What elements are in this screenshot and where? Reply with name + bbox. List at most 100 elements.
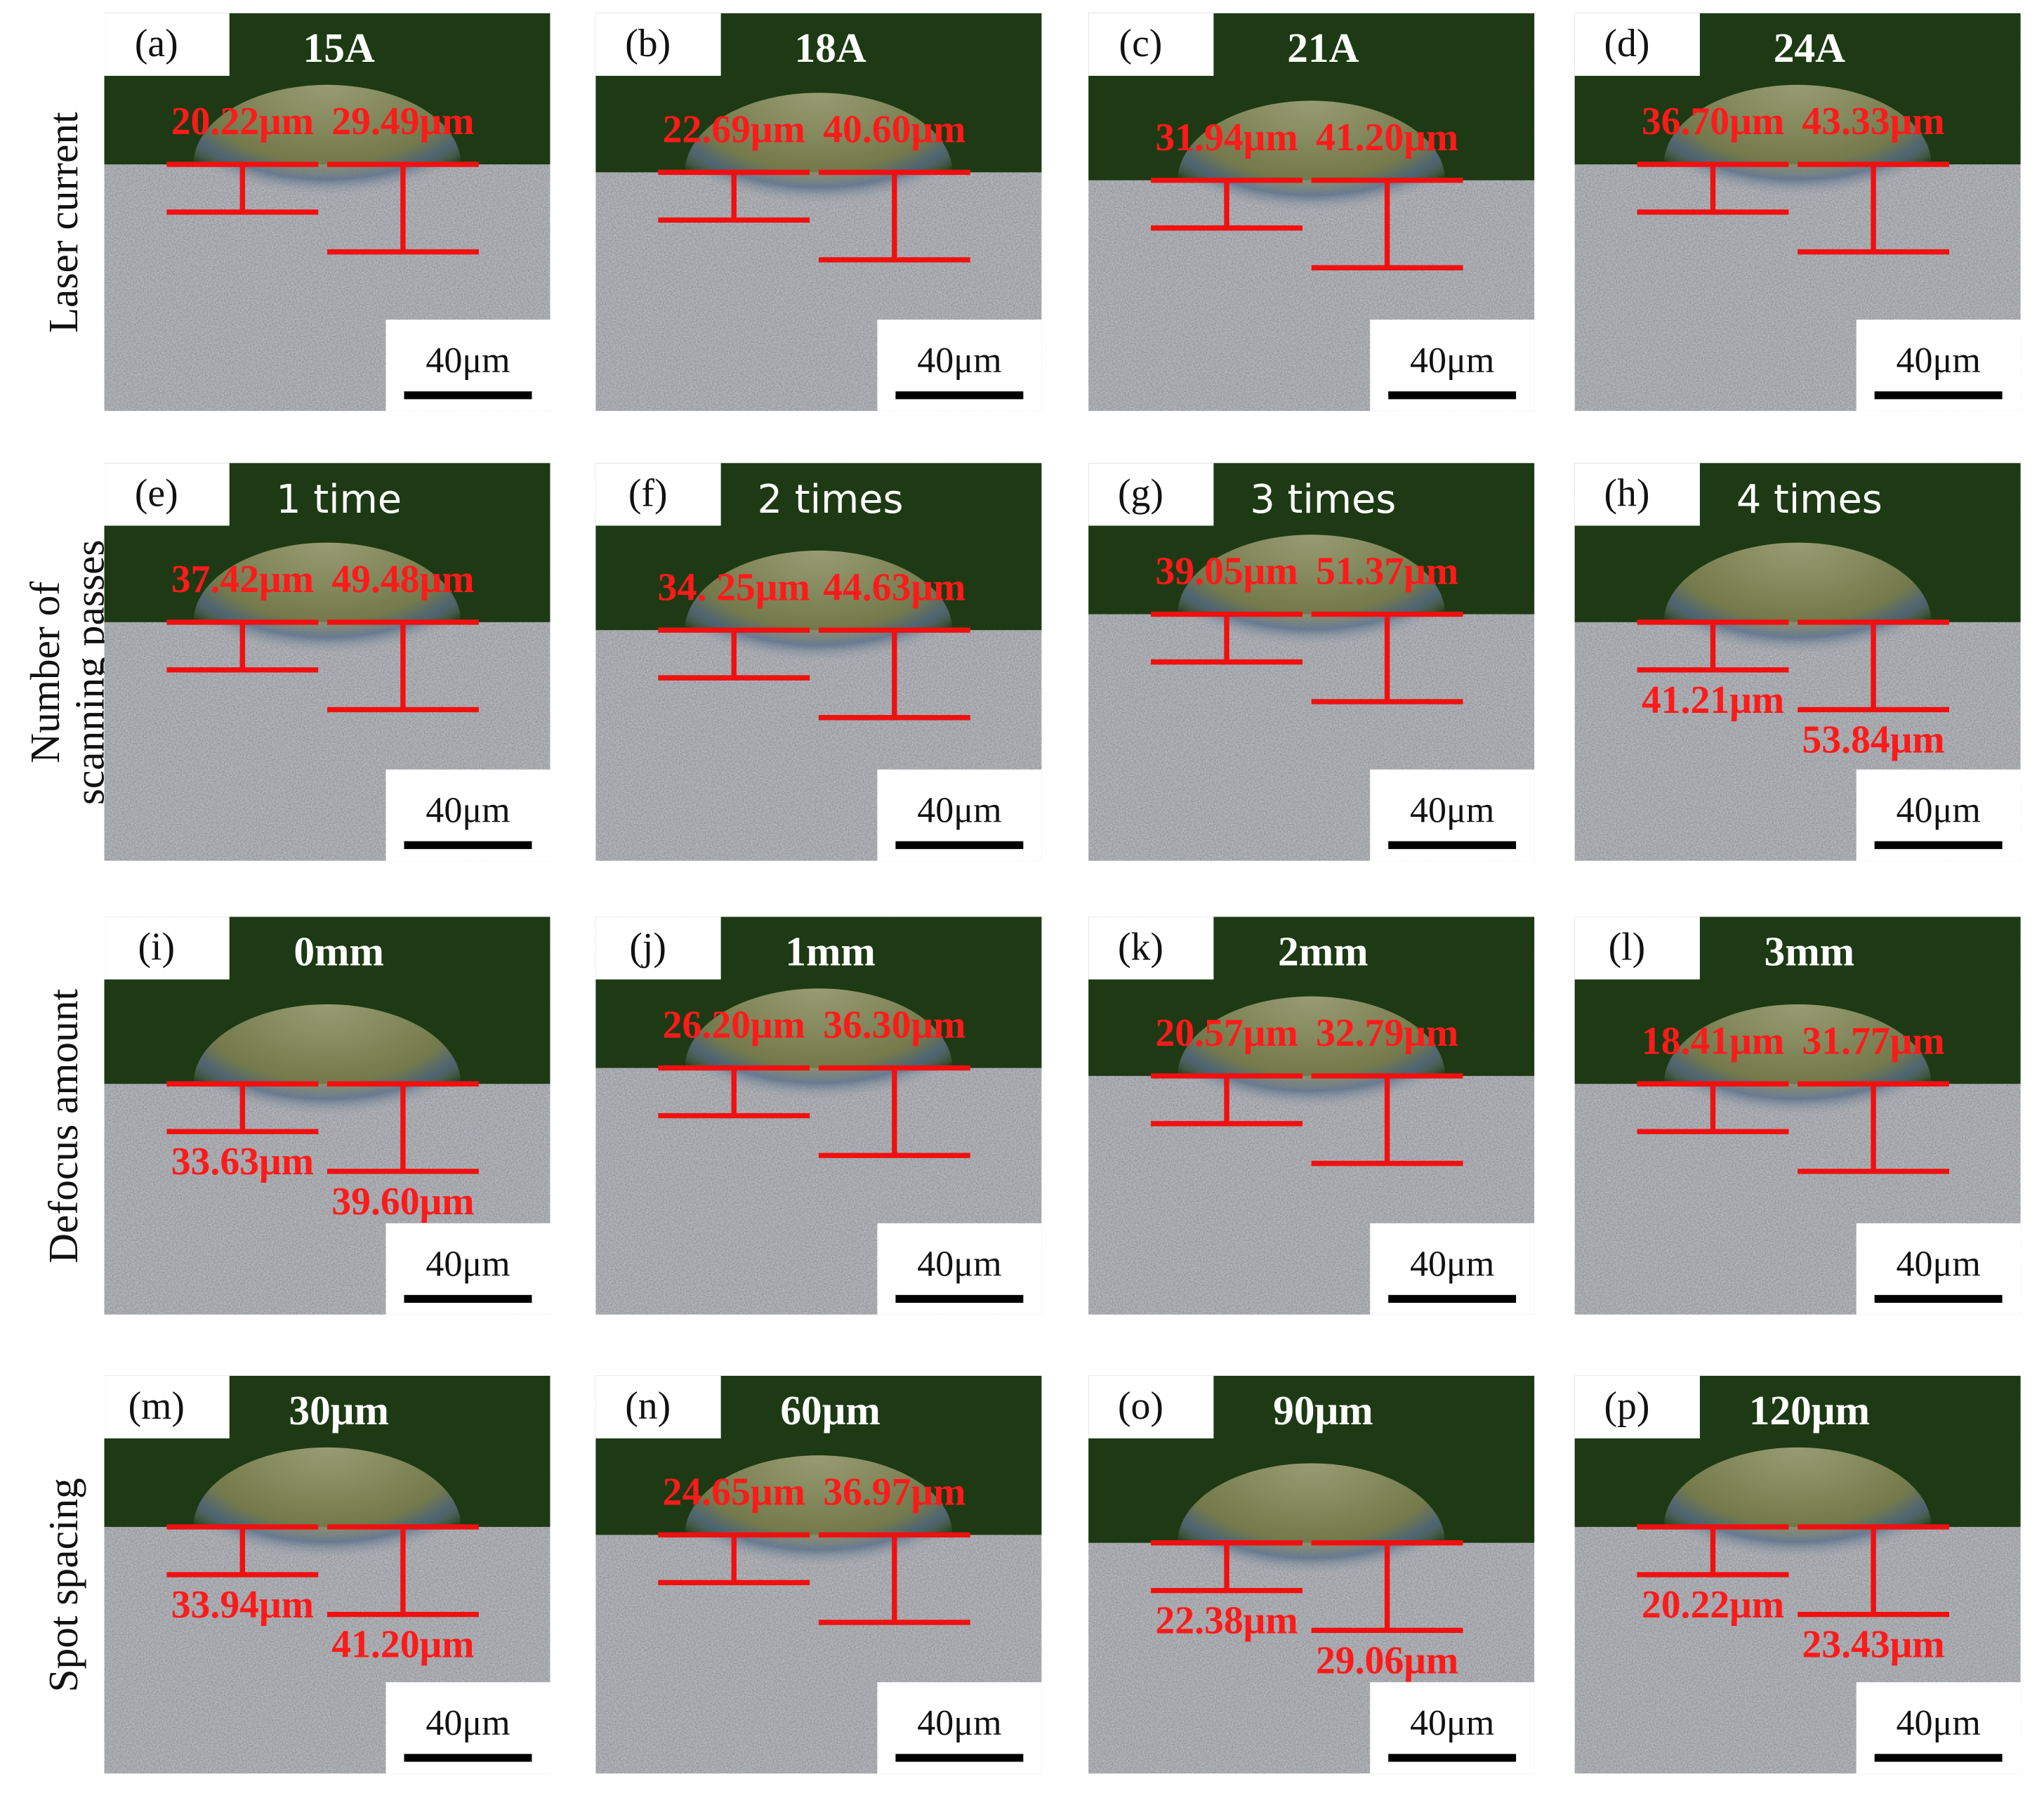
measurement-label: 36.97μm	[823, 1470, 965, 1514]
melt-pool	[193, 542, 461, 702]
scale-label: 40μm	[426, 791, 510, 831]
tag-box	[1574, 463, 1700, 526]
tag-box	[1088, 917, 1214, 980]
panel-tag: (b)	[625, 22, 671, 65]
measurement-label: 23.43μm	[1802, 1623, 1944, 1667]
panel-tag: (n)	[625, 1384, 671, 1428]
tag-box	[1574, 13, 1700, 76]
tag-box	[1574, 917, 1700, 980]
panel: (l) 3mm 40μm 18.41μm 31.77μm	[1574, 917, 2021, 1315]
measurement-label: 33.94μm	[171, 1583, 314, 1627]
tag-box	[104, 917, 230, 980]
scale-bar	[895, 391, 1024, 400]
panel-tag: (p)	[1604, 1384, 1649, 1428]
measurement-label: 41.20μm	[1316, 116, 1458, 159]
tag-box	[104, 13, 230, 76]
panel: (e) 1 time 40μm 37.42μm 49.48μm	[104, 463, 550, 861]
row-label: Defocus amount	[40, 988, 86, 1263]
measurement-label: 36.30μm	[823, 1004, 965, 1047]
panel-tag: (i)	[138, 925, 175, 969]
tag-box	[595, 13, 721, 76]
panel-tag: (d)	[1604, 22, 1649, 65]
measurement-label: 44.63μm	[823, 565, 965, 609]
panel-setting: 1 time	[276, 477, 402, 523]
tag-box	[104, 463, 230, 526]
measurement-label: 34. 25μm	[658, 565, 810, 609]
measurement-label: 39.05μm	[1155, 550, 1298, 593]
scale-bar	[1388, 841, 1517, 849]
scale-label: 40μm	[426, 1703, 510, 1743]
panel-setting: 2mm	[1278, 928, 1369, 975]
row-label: Spot spacing	[40, 1478, 86, 1692]
panel-setting: 60μm	[780, 1387, 881, 1433]
row-label-line: Laser current	[40, 112, 86, 333]
scale-bar	[895, 1754, 1024, 1762]
panel: (c) 21A 40μm 31.94μm 41.20μm	[1088, 13, 1535, 412]
panel: (n) 60μm 40μm 24.65μm 36.97μm	[595, 1375, 1042, 1774]
measurement-label: 31.94μm	[1155, 116, 1298, 159]
panel: (o) 90μm 40μm 22.38μm 29.06μm	[1088, 1375, 1535, 1774]
scale-bar	[1874, 1754, 2003, 1762]
panel: (g) 3 times 40μm 39.05μm 51.37μm	[1088, 463, 1535, 861]
measurement-label: 26.20μm	[663, 1004, 805, 1047]
panel-setting: 90μm	[1273, 1387, 1373, 1433]
measurement-label: 20.22μm	[171, 100, 314, 143]
panel-tag: (j)	[629, 925, 666, 969]
panel-setting: 15A	[303, 25, 375, 71]
panel-tag: (h)	[1604, 471, 1649, 515]
scale-bar	[1874, 391, 2003, 400]
melt-pool	[193, 84, 461, 244]
measurement-label: 39.60μm	[331, 1180, 474, 1223]
melt-pool	[193, 1447, 461, 1607]
scale-bar	[895, 841, 1024, 849]
measurement-label: 49.48μm	[331, 558, 474, 601]
tag-box	[1088, 13, 1214, 76]
measurement-label: 36.70μm	[1642, 100, 1784, 143]
measurement-label: 24.65μm	[663, 1470, 805, 1514]
measurement-label: 20.22μm	[1642, 1583, 1784, 1627]
panel-setting: 0mm	[294, 928, 384, 975]
measurement-label: 22.38μm	[1155, 1599, 1298, 1643]
scale-label: 40μm	[1410, 1703, 1494, 1743]
panel-tag: (f)	[628, 471, 668, 515]
measurement-label: 53.84μm	[1802, 718, 1944, 761]
panel-setting: 120μm	[1749, 1387, 1870, 1433]
panel: (i) 0mm 40μm 33.63μm 39.60μm	[104, 917, 550, 1315]
panel: (d) 24A 40μm 36.70μm 43.33μm	[1574, 13, 2021, 412]
panel-setting: 3mm	[1765, 928, 1855, 975]
panel-tag: (l)	[1609, 925, 1646, 969]
panel-tag: (c)	[1119, 22, 1163, 65]
measurement-label: 41.21μm	[1642, 678, 1784, 722]
scale-bar	[1874, 1294, 2003, 1303]
row-label-line: Spot spacing	[40, 1478, 86, 1692]
measurement-label: 32.79μm	[1316, 1011, 1458, 1055]
panel-tag: (a)	[135, 22, 178, 65]
panel-tag: (m)	[128, 1384, 185, 1428]
scale-label: 40μm	[1410, 1245, 1494, 1285]
scale-label: 40μm	[1896, 791, 1980, 831]
tag-box	[595, 917, 721, 980]
scale-bar	[1874, 841, 2003, 849]
scale-label: 40μm	[1896, 341, 1980, 381]
panel: (m) 30μm 40μm 33.94μm 41.20μm	[104, 1375, 550, 1774]
scale-bar	[1388, 1754, 1517, 1762]
scale-bar	[404, 391, 532, 400]
panel-tag: (g)	[1118, 471, 1163, 515]
measurement-label: 31.77μm	[1802, 1019, 1944, 1063]
scale-bar	[404, 841, 532, 849]
panel-setting: 2 times	[758, 477, 904, 523]
scale-label: 40μm	[426, 341, 510, 381]
panel: (f) 2 times 40μm 34. 25μm 44.63μm	[595, 463, 1042, 861]
tag-box	[595, 463, 721, 526]
scale-label: 40μm	[1896, 1245, 1980, 1285]
panel: (h) 4 times 40μm 41.21μm 53.84μm	[1574, 463, 2021, 861]
melt-pool	[193, 1004, 461, 1164]
scale-bar	[1388, 1294, 1517, 1303]
panel: (a) 15A 40μm 20.22μm 29.49μm	[104, 13, 550, 412]
panel-setting: 18A	[794, 25, 866, 71]
measurement-label: 29.06μm	[1316, 1639, 1458, 1682]
scale-label: 40μm	[426, 1245, 510, 1285]
scale-label: 40μm	[917, 791, 1001, 831]
